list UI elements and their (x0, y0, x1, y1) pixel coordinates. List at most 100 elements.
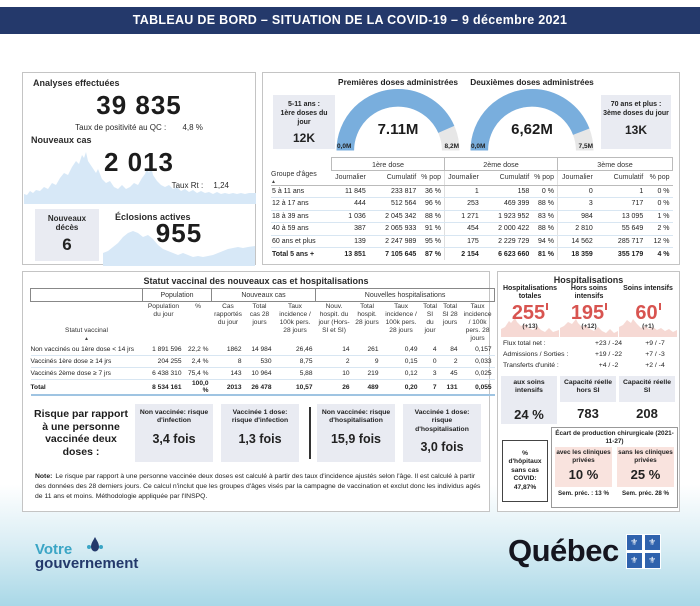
analyses-title: Analyses effectuées (33, 78, 120, 88)
table-cell: 2 000 422 (481, 222, 533, 236)
table-cell: 0,49 (381, 343, 421, 357)
table-cell: 10,57 (274, 379, 316, 396)
status-table-title: Statut vaccinal des nouveaux cas et hosp… (143, 276, 369, 286)
hospitals-without-covid-box: % d'hôpitaux sans cas COVID: 47,87% (502, 440, 548, 502)
flux-total-row: Flux total net : +23 / -24 +9 / -7 (503, 340, 665, 347)
table-cell: 984 (557, 210, 596, 223)
doses-5-11-box: 5-11 ans : 1ère doses du jour 12K (273, 95, 335, 149)
first-dose-gauge-value: 7.11M (377, 121, 419, 138)
table-cell: 13 851 (331, 247, 369, 260)
capacity-icu-label: Capacité réelle SI (619, 376, 675, 402)
table-cell: 253 (444, 197, 482, 211)
table-cell: 2013 (211, 379, 245, 396)
table-cell: 12 à 17 ans (271, 197, 332, 211)
table-cell: 10 964 (244, 367, 275, 381)
table-cell: Non vaccinés ou 1ère dose < 14 jrs (30, 343, 143, 357)
table-cell: 717 (595, 197, 647, 211)
doses-70plus-value: 13K (624, 122, 647, 137)
table-cell: Vaccinés 1ère dose ≥ 14 jrs (30, 355, 143, 369)
table-row: Vaccinés 1ère dose ≥ 14 jrs 204 255 2,4 % 8… (30, 355, 495, 369)
doses-70plus-box: 70 ans et plus : 3ème doses du jour 13K (601, 95, 671, 149)
fleur-de-lis-icon (87, 537, 103, 552)
table-row: 40 à 59 ans 387 2 065 933 91 % 454 2 000 422 8… (271, 222, 673, 236)
risk-label: Risque par rapport à une personne vaccin… (34, 408, 128, 458)
sort-icon: ▲ (271, 178, 276, 185)
table-cell: 5,88 (274, 367, 316, 381)
table-cell: 22,2 % (184, 343, 212, 357)
table-row: Total 8 534 161 100,0 % 2013 26 478 10,57 26 48… (30, 379, 495, 396)
capacity-icu-value: 208 (636, 406, 658, 421)
table-cell: 4 % (646, 247, 673, 260)
first-dose-group-header: 1ère dose (331, 157, 445, 171)
gov-logo-line1: Votre (35, 541, 73, 558)
new-cases-group-header: Nouveaux cas (210, 288, 317, 302)
quebec-wordmark: Québec ⚜ ⚜ ⚜ ⚜ (508, 533, 661, 569)
table-cell: 261 (352, 343, 382, 357)
table-cell: 1 (444, 185, 482, 198)
spark-tick (658, 303, 661, 310)
total-hospitalisations-col: Hospitalisations totales 255 (+13) (501, 285, 559, 337)
outbreaks-value: 955 (155, 218, 203, 248)
status-subheader-row: Statut vaccinal ▲ Population du jour % C… (31, 302, 495, 344)
positivity-value: 4,8 % (182, 123, 203, 132)
table-cell: 2 247 989 (368, 235, 420, 248)
gauge-max-label: 8,2M (444, 143, 459, 150)
table-cell: 100,0 % (184, 379, 212, 396)
table-cell: 87 % (419, 247, 446, 260)
icu-delta: (+1) (642, 323, 654, 330)
table-cell: 88 % (532, 222, 558, 236)
table-cell: 0 (557, 185, 596, 198)
table-cell: 131 (439, 379, 461, 396)
table-cell: 469 399 (481, 197, 533, 211)
table-cell: 14 984 (244, 343, 275, 357)
table-cell: 60 ans et plus (271, 235, 332, 248)
with-private-clinics-box: avec les cliniques privées 10 % (555, 447, 612, 487)
table-cell: 3 (420, 367, 440, 381)
table-cell: Vaccinés 2ème dose ≥ 7 jrs (30, 367, 143, 381)
positivity-label: Taux de positivité au QC : (75, 123, 167, 132)
risk-box-onedose-hospitalisation: Vaccinée 1 dose: risque d'hospitalisatio… (403, 404, 481, 462)
table-cell: 10 (315, 367, 353, 381)
gauge-min-label: 0,0M (337, 143, 352, 150)
table-cell: 75,4 % (184, 367, 212, 381)
table-row: 12 à 17 ans 444 512 564 96 % 253 469 399 88 % 3… (271, 197, 673, 211)
quebec-flag-icon: ⚜ ⚜ ⚜ ⚜ (625, 533, 661, 569)
table-cell: 3 (557, 197, 596, 211)
status-col-header: Statut vaccinal ▲ (65, 326, 108, 342)
rt-value: 1,24 (213, 181, 229, 190)
table-cell: 95 % (419, 235, 446, 248)
table-cell: 1 891 596 (142, 343, 185, 357)
table-cell: 2 810 (557, 222, 596, 236)
table-cell: 1 (595, 185, 647, 198)
table-cell: 512 564 (368, 197, 420, 211)
table-cell: 2 065 933 (368, 222, 420, 236)
rt-line: Taux Rt : 1,24 (172, 181, 229, 190)
flag-quadrant: ⚜ (644, 534, 660, 550)
vaccination-panel: 5-11 ans : 1ère doses du jour 12K Premiè… (262, 72, 680, 265)
table-cell: 14 562 (557, 235, 596, 248)
table-row: Vaccinés 2ème dose ≥ 7 jrs 6 438 310 75,4 … (30, 367, 495, 381)
table-cell: 5 à 11 ans (271, 185, 332, 198)
admissions-row: Admissions / Sorties : +19 / -22 +7 / -3 (503, 351, 665, 358)
sort-icon: ▲ (84, 335, 89, 342)
table-cell: 7 (420, 379, 440, 396)
table-cell: 18 à 39 ans (271, 210, 332, 223)
new-deaths-label-2: décès (55, 223, 79, 233)
non-icu-delta: (+12) (581, 323, 597, 330)
second-dose-gauge: Deuxièmes doses administrées 6,62M 0,0M … (469, 77, 595, 153)
doses-5-11-label-2: 1ère doses du jour (280, 109, 328, 126)
icu-value: 60 (619, 303, 677, 323)
capacity-non-icu-value: 783 (577, 406, 599, 421)
age-group-header: Groupe d'âges ▲ (271, 170, 332, 186)
table-cell: 88 % (532, 197, 558, 211)
icu-flux-box: aux soins intensifs 24 % (501, 376, 557, 424)
table-cell: 139 (331, 235, 369, 248)
rt-label: Taux Rt : (171, 181, 204, 190)
table-row: 60 ans et plus 139 2 247 989 95 % 175 2 229 7… (271, 235, 673, 248)
gov-logo-line2: gouvernement (35, 555, 139, 572)
gauge-fill (470, 89, 594, 151)
new-deaths-box: Nouveaux décès 6 (35, 209, 99, 261)
icu-sparkline (619, 319, 677, 337)
dose-group-header-row: 1ère dose 2ème dose 3ème dose (271, 157, 674, 171)
